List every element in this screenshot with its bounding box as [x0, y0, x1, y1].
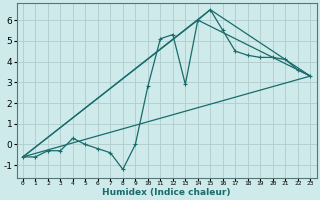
X-axis label: Humidex (Indice chaleur): Humidex (Indice chaleur) [102, 188, 231, 197]
